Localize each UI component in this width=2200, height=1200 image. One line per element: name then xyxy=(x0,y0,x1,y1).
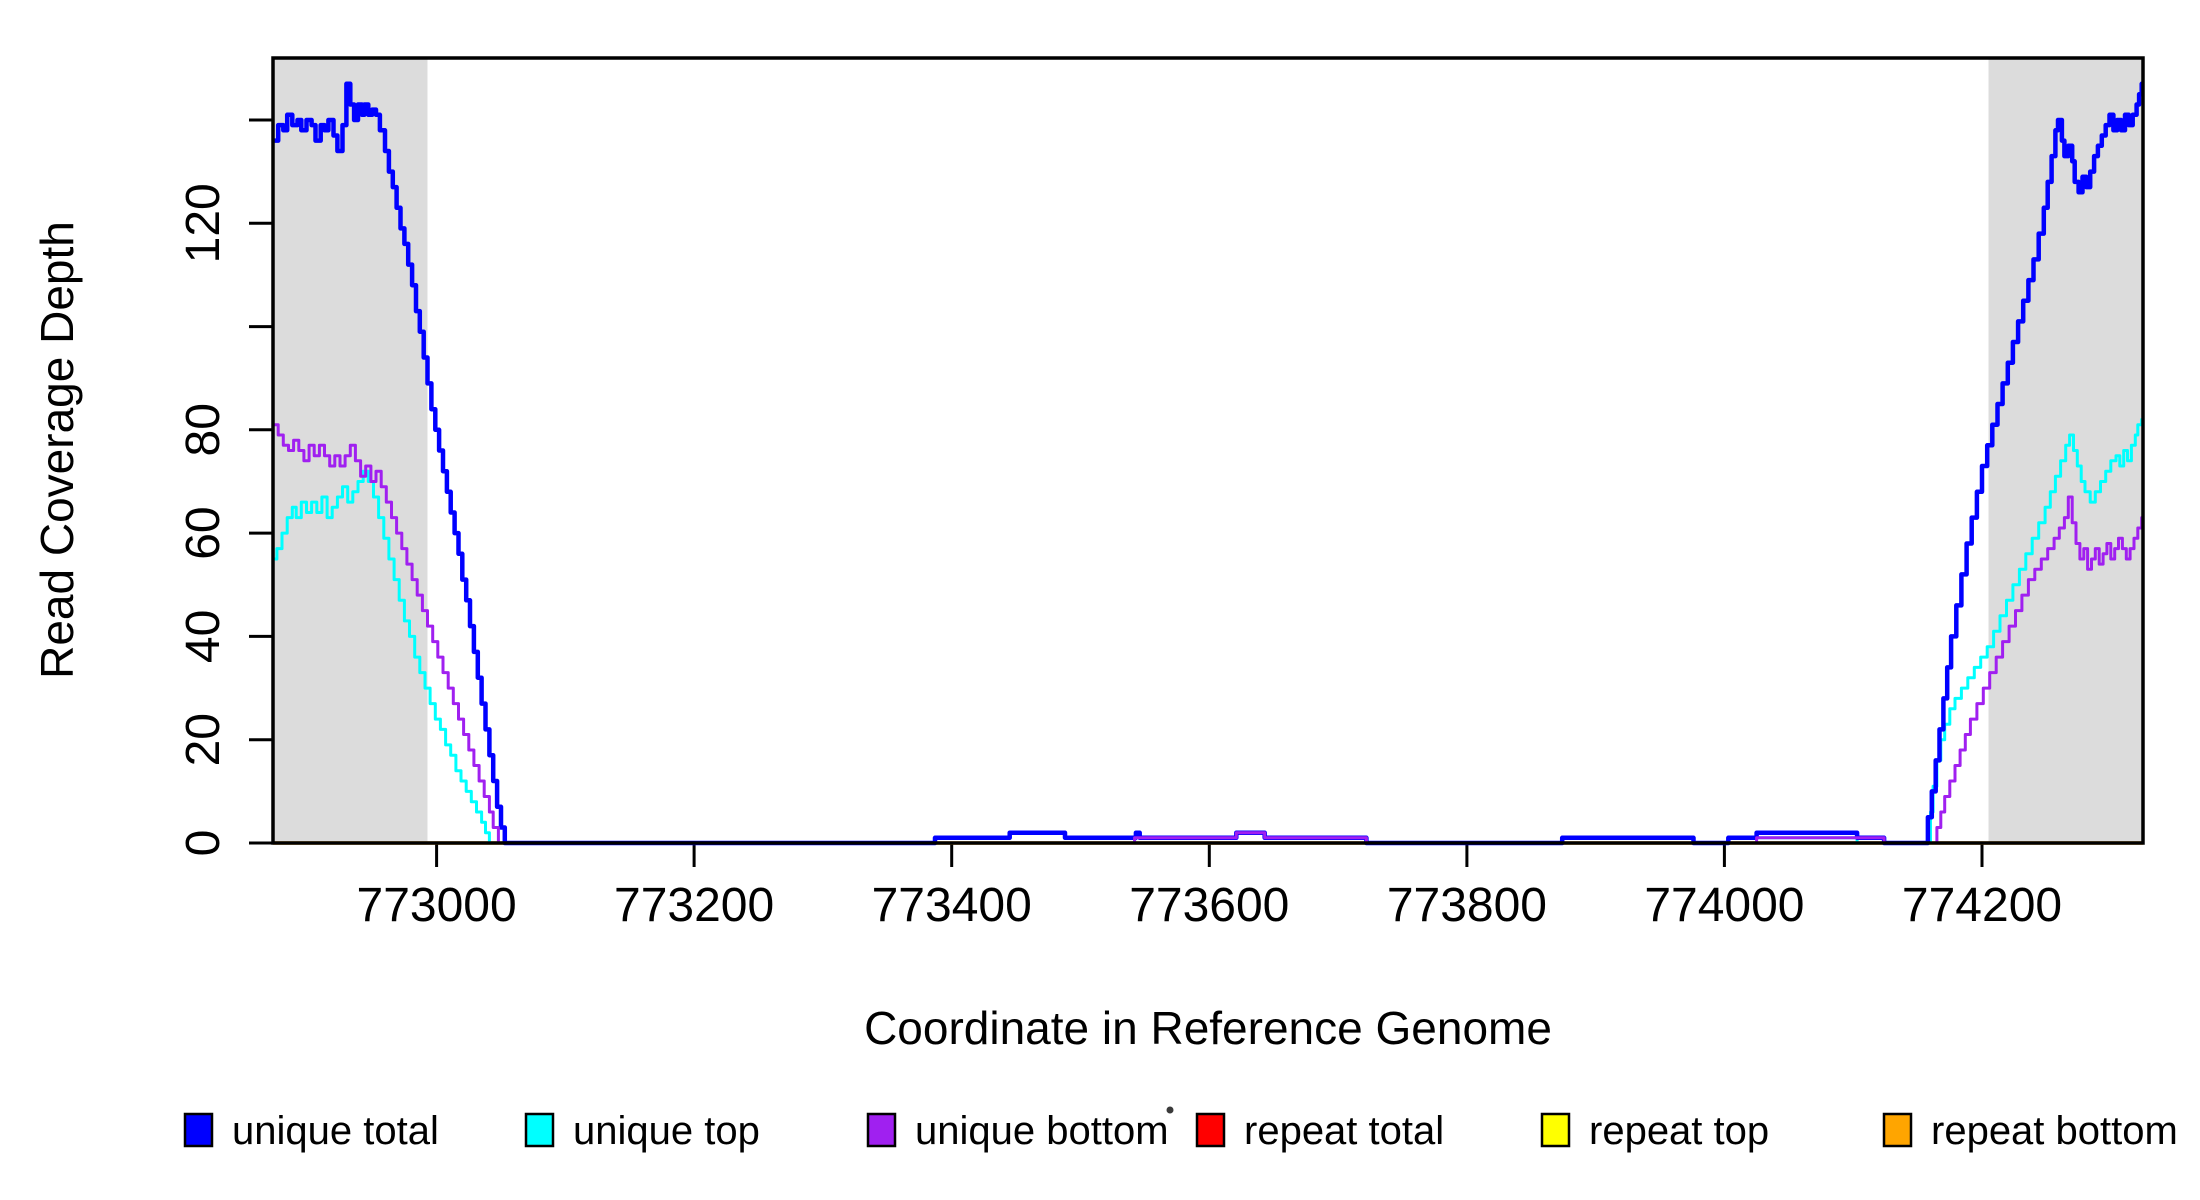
y-axis-tick-label: 20 xyxy=(177,713,230,766)
series-line-unique-bottom xyxy=(273,423,2144,845)
x-axis-tick-label: 773400 xyxy=(872,879,1032,932)
legend-swatch-repeat-bottom xyxy=(1882,1112,1913,1148)
legend-swatch-unique-top xyxy=(524,1112,555,1148)
y-axis-tick-label: 80 xyxy=(177,403,230,456)
series-line-unique-top xyxy=(273,418,2144,845)
plot-border xyxy=(271,56,2145,845)
legend-swatch-unique-total xyxy=(183,1112,214,1148)
y-axis-tick-label: 0 xyxy=(177,830,230,857)
x-axis-tick-label: 773800 xyxy=(1387,879,1547,932)
legend-swatch-unique-bottom xyxy=(866,1112,897,1148)
x-axis-tick-label: 773600 xyxy=(1129,879,1289,932)
x-axis-tick-label: 774000 xyxy=(1644,879,1804,932)
legend-label-unique-total: unique total xyxy=(232,1109,439,1153)
legend-label-unique-top: unique top xyxy=(573,1109,760,1153)
stray-dot-artifact xyxy=(1166,1106,1174,1114)
x-axis-title: Coordinate in Reference Genome xyxy=(864,1002,1552,1054)
legend-swatch-repeat-total xyxy=(1195,1112,1226,1148)
legend-label-repeat-total: repeat total xyxy=(1244,1109,1444,1153)
legend-label-repeat-bottom: repeat bottom xyxy=(1931,1109,2178,1153)
x-axis-tick-label: 773200 xyxy=(614,879,774,932)
legend-swatch-repeat-top xyxy=(1540,1112,1571,1148)
x-axis-tick-label: 773000 xyxy=(357,879,517,932)
y-axis-tick-label: 40 xyxy=(177,610,230,663)
y-axis-tick-label: 60 xyxy=(177,506,230,559)
legend-label-repeat-top: repeat top xyxy=(1589,1109,1769,1153)
legend-label-unique-bottom: unique bottom xyxy=(915,1109,1169,1153)
x-axis-tick-label: 774200 xyxy=(1902,879,2062,932)
series-line-unique-total xyxy=(273,81,2144,846)
y-axis-tick-label: 120 xyxy=(177,183,230,263)
y-axis-title: Read Coverage Depth xyxy=(31,221,83,679)
